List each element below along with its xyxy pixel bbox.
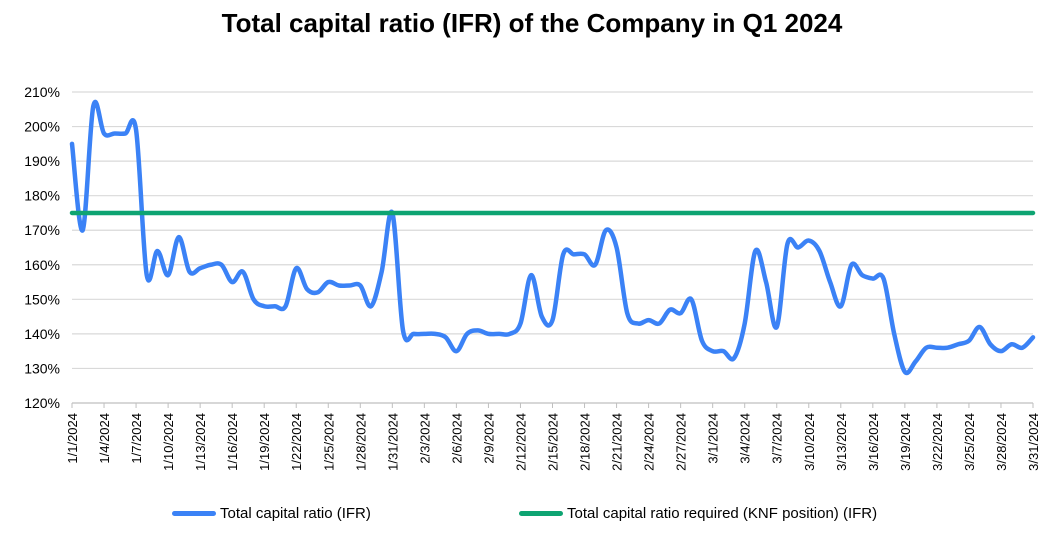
chart-title: Total capital ratio (IFR) of the Company… bbox=[221, 8, 843, 38]
y-tick-label: 190% bbox=[24, 153, 60, 169]
x-tick-label: 3/22/2024 bbox=[930, 413, 945, 471]
x-tick-label: 1/1/2024 bbox=[65, 413, 80, 464]
x-tick-label: 3/13/2024 bbox=[834, 413, 849, 471]
y-tick-label: 180% bbox=[24, 188, 60, 204]
x-tick-label: 2/12/2024 bbox=[513, 413, 528, 471]
x-tick-label: 3/1/2024 bbox=[706, 413, 721, 464]
x-tick-label: 2/9/2024 bbox=[481, 413, 496, 464]
x-tick-label: 3/31/2024 bbox=[1026, 413, 1041, 471]
y-tick-label: 150% bbox=[24, 291, 60, 307]
x-tick-label: 2/18/2024 bbox=[578, 413, 593, 471]
y-tick-label: 160% bbox=[24, 257, 60, 273]
y-tick-label: 200% bbox=[24, 119, 60, 135]
y-tick-label: 210% bbox=[24, 84, 60, 100]
x-tick-label: 1/4/2024 bbox=[97, 413, 112, 464]
legend-label-ifr: Total capital ratio (IFR) bbox=[220, 505, 371, 522]
x-tick-label: 1/31/2024 bbox=[385, 413, 400, 471]
x-tick-label: 3/19/2024 bbox=[898, 413, 913, 471]
x-tick-label: 1/13/2024 bbox=[193, 413, 208, 471]
x-tick-label: 2/3/2024 bbox=[417, 413, 432, 464]
x-tick-label: 1/28/2024 bbox=[353, 413, 368, 471]
x-tick-label: 2/6/2024 bbox=[449, 413, 464, 464]
series-line-total-capital-ratio bbox=[69, 99, 1036, 376]
legend-item-ifr: Total capital ratio (IFR) bbox=[172, 505, 371, 522]
x-tick-label: 2/24/2024 bbox=[642, 413, 657, 471]
x-tick-label: 1/10/2024 bbox=[161, 413, 176, 471]
x-tick-label: 3/28/2024 bbox=[994, 413, 1009, 471]
chart-legend: Total capital ratio (IFR) Total capital … bbox=[0, 505, 1064, 529]
y-tick-label: 120% bbox=[24, 395, 60, 411]
y-tick-label: 140% bbox=[24, 326, 60, 342]
y-axis-ticks: 120% 130% 140% 150% 160% 170% 180% 190% 200% 210% bbox=[24, 84, 60, 411]
x-tick-label: 3/7/2024 bbox=[770, 413, 785, 464]
legend-swatch-ifr bbox=[172, 511, 216, 516]
x-tick-label: 1/22/2024 bbox=[289, 413, 304, 471]
line-chart-plot: 120% 130% 140% 150% 160% 170% 180% 190% 200% 210%… bbox=[24, 84, 1041, 471]
y-tick-label: 130% bbox=[24, 360, 60, 376]
x-tick-label: 1/25/2024 bbox=[321, 413, 336, 471]
x-tick-label: 2/27/2024 bbox=[674, 413, 689, 471]
x-tick-label: 3/4/2024 bbox=[738, 413, 753, 464]
x-tick-label: 1/7/2024 bbox=[129, 413, 144, 464]
legend-label-knf: Total capital ratio required (KNF positi… bbox=[567, 505, 878, 522]
y-tick-label: 170% bbox=[24, 222, 60, 238]
x-tick-label: 3/16/2024 bbox=[866, 413, 881, 471]
series-lines bbox=[69, 99, 1036, 376]
x-tick-label: 3/25/2024 bbox=[962, 413, 977, 471]
legend-item-knf: Total capital ratio required (KNF positi… bbox=[519, 505, 877, 522]
x-tick-label: 1/19/2024 bbox=[257, 413, 272, 471]
legend-swatch-knf bbox=[519, 511, 563, 516]
x-tick-label: 2/21/2024 bbox=[610, 413, 625, 471]
x-axis-ticks: 1/1/2024 1/4/2024 1/7/2024 1/10/2024 1/13/20… bbox=[65, 403, 1041, 471]
x-tick-label: 2/15/2024 bbox=[546, 413, 561, 471]
grid-lines bbox=[72, 91, 1033, 370]
x-tick-label: 3/10/2024 bbox=[802, 413, 817, 471]
x-tick-label: 1/16/2024 bbox=[225, 413, 240, 471]
